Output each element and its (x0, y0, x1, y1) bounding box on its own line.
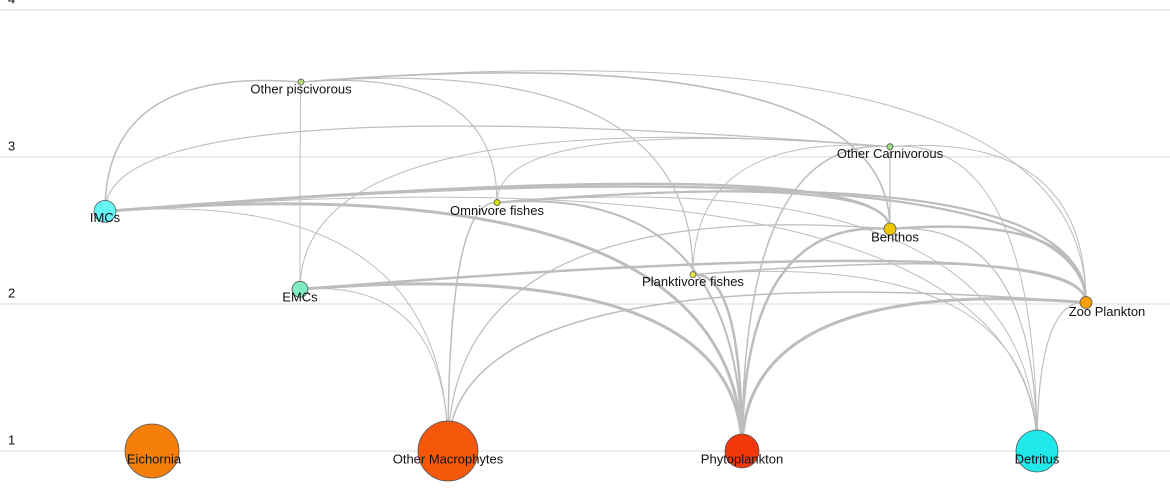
link (496, 200, 743, 452)
node (291, 280, 309, 298)
link (104, 185, 1088, 303)
link (889, 145, 1038, 452)
node (297, 78, 305, 86)
link (299, 282, 744, 452)
node (93, 199, 117, 223)
node-label: Other Macrophytes (393, 451, 504, 466)
link (692, 144, 891, 275)
node (1079, 296, 1093, 309)
link (300, 72, 891, 230)
link (889, 227, 1038, 452)
link (104, 196, 1038, 452)
node-label: Eichornia (127, 451, 182, 466)
link (889, 144, 1087, 303)
y-tick-label: 3 (8, 138, 15, 153)
y-tick-label: 2 (8, 285, 15, 300)
link (299, 259, 1088, 303)
link (299, 288, 449, 452)
link (447, 291, 1087, 452)
node-label: IMCs (90, 210, 121, 225)
node-label: Omnivore fishes (450, 203, 544, 218)
link (692, 273, 744, 452)
link (300, 77, 694, 275)
node (886, 143, 894, 151)
y-tick-label: 4 (8, 0, 15, 6)
link (447, 224, 891, 452)
node (724, 433, 760, 469)
y-tick-label: 1 (8, 432, 15, 447)
link (1036, 301, 1087, 452)
node-label: Other piscivorous (250, 81, 352, 96)
node (883, 222, 897, 236)
link (299, 81, 302, 290)
node-label: Planktivore fishes (642, 274, 744, 289)
link (496, 196, 1038, 452)
link (300, 70, 1087, 303)
node-label: EMCs (282, 290, 318, 305)
link (496, 190, 1087, 303)
link (496, 190, 891, 230)
node (493, 199, 501, 206)
link (104, 79, 302, 212)
grid: 1 2 3 4 (0, 0, 1170, 452)
link (740, 297, 1087, 452)
links (104, 70, 1088, 452)
node (417, 420, 479, 482)
link (104, 208, 449, 452)
link (299, 136, 891, 290)
link (104, 125, 891, 212)
nodes: Other piscivorous Other Carnivorous IMCs Om… (90, 78, 1146, 482)
node-label: Benthos (871, 229, 919, 244)
node (124, 423, 180, 479)
link (104, 202, 744, 452)
node (1015, 429, 1059, 473)
node-label: Zoo Plankton (1069, 304, 1146, 319)
link (741, 145, 891, 452)
link (447, 201, 498, 452)
node (689, 271, 697, 279)
link (740, 227, 891, 452)
node-label: Phytoplankton (701, 451, 783, 466)
link (300, 79, 498, 203)
link (692, 270, 1038, 452)
node-label: Other Carnivorous (837, 146, 944, 161)
node-label: Detritus (1015, 451, 1060, 466)
